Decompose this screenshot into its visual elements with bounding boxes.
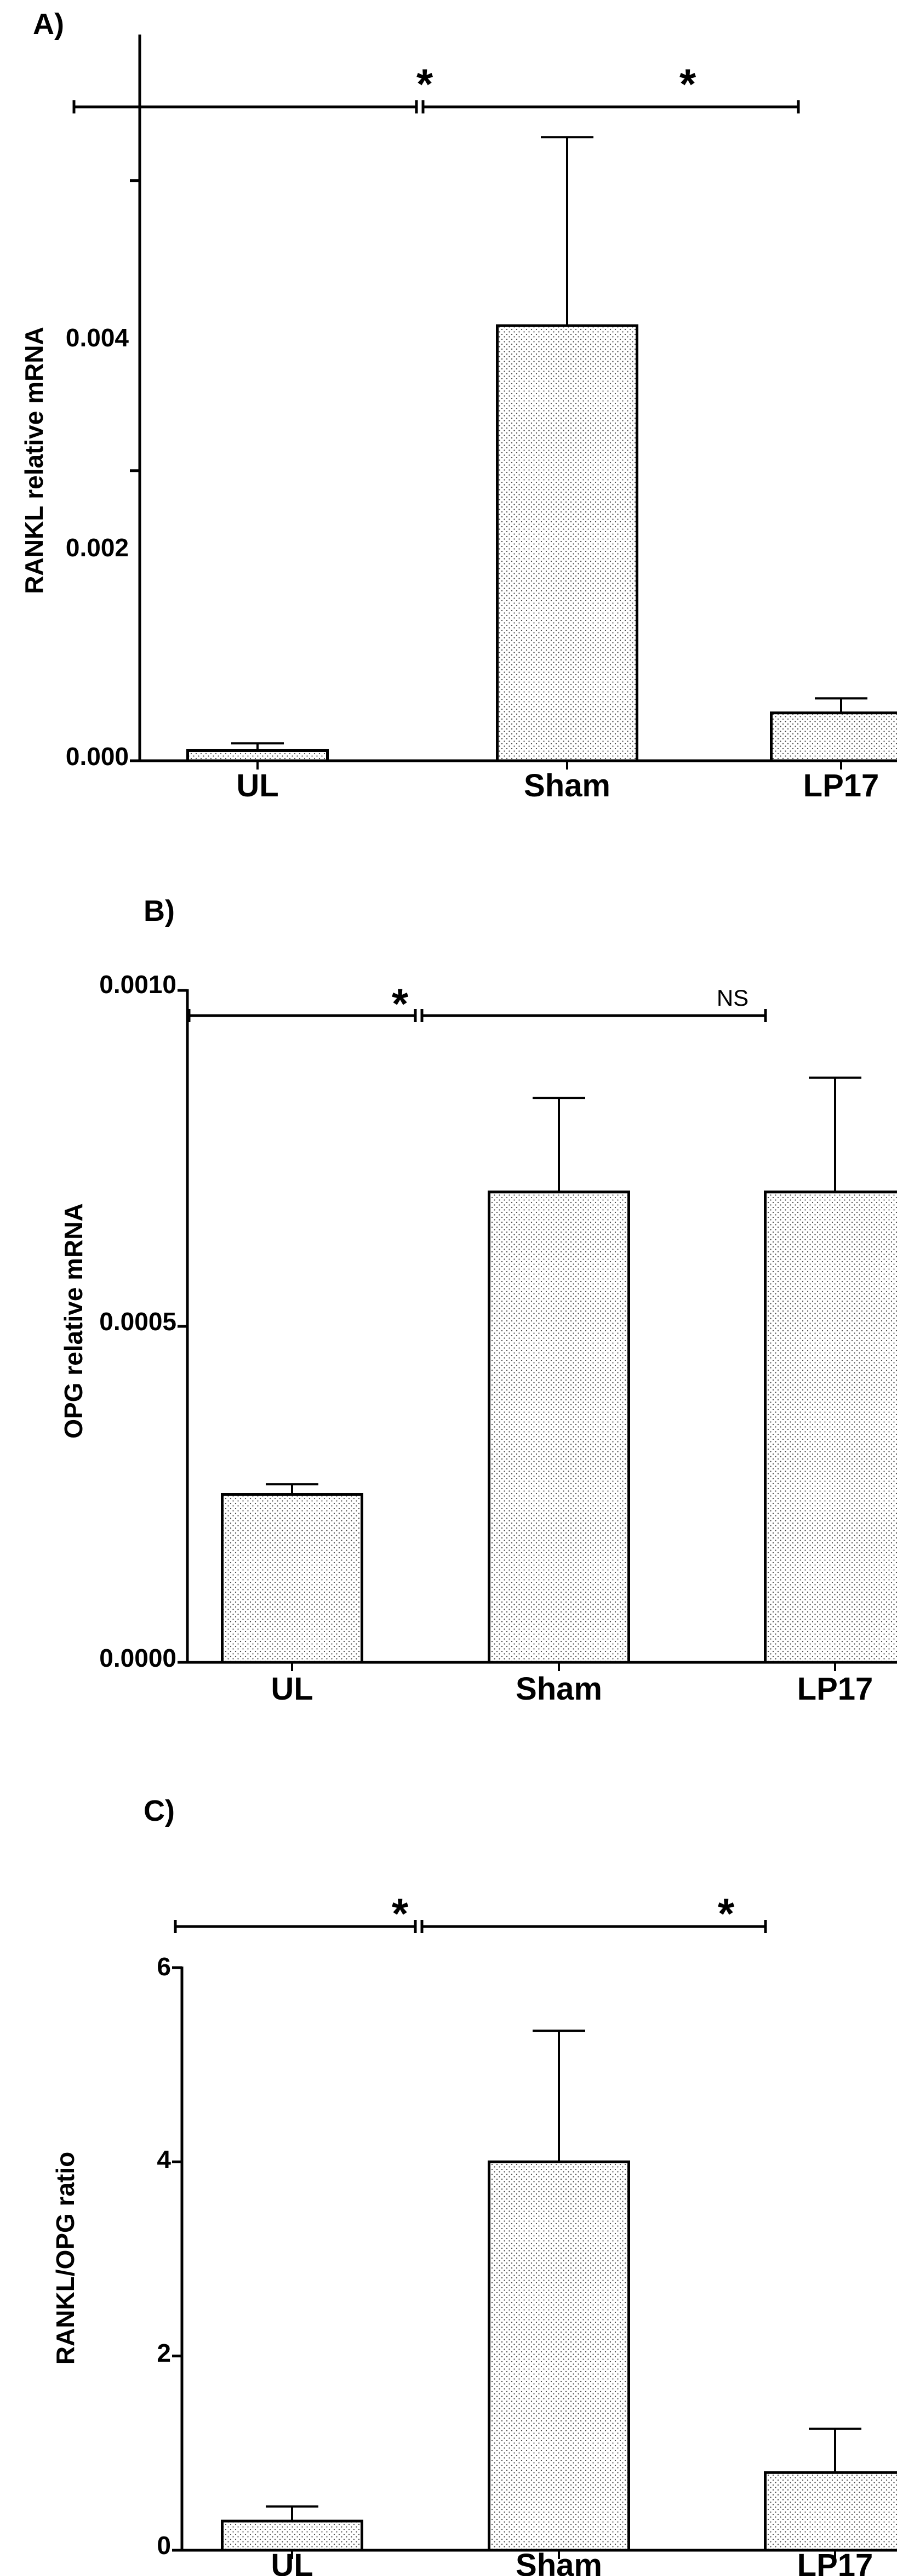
panel-c-y-tick-labels: 0 2 4 6	[157, 1952, 171, 2560]
panel-b-y-tick-label: 0.0000	[99, 1644, 176, 1672]
panel-a-comparison-1-label: *	[416, 60, 433, 108]
panel-c-y-tick-label: 4	[157, 2145, 171, 2174]
panel-a-category-labels: UL Sham LP17	[236, 768, 879, 803]
panel-c-y-axis-label: RANKL/OPG ratio	[51, 2152, 79, 2364]
panel-c-y-tick-label: 6	[157, 1952, 171, 1981]
panel-b-y-tick-label: 0.0010	[99, 970, 176, 999]
panel-b: B) * NS 0.0000 0.0005 0.0010 OPG relativ…	[59, 894, 873, 1707]
panel-c-comparisons: * *	[392, 1889, 735, 1937]
panel-b-label: B)	[144, 894, 175, 927]
panel-c-comparison-2-label: *	[718, 1889, 735, 1937]
panel-c-y-tick-label: 0	[157, 2531, 171, 2560]
panel-c-bar-sham	[488, 2160, 630, 2552]
panel-c-label: C)	[144, 1794, 175, 1827]
panel-a-y-axis-label: RANKL relative mRNA	[20, 327, 48, 594]
panel-a-label: A)	[33, 8, 64, 41]
panel-b-bar-lp17	[764, 1190, 897, 1664]
panel-b-y-axis-label: OPG relative mRNA	[59, 1203, 88, 1438]
panel-b-category-label: UL	[271, 1671, 313, 1707]
panel-c: C) * * 0 2 4 6 RANKL/OPG ratio UL Sham L…	[51, 1794, 873, 2576]
panel-c-comparison-1-label: *	[392, 1889, 409, 1937]
panel-c-y-tick-label: 2	[157, 2339, 171, 2367]
panel-b-y-tick-labels: 0.0000 0.0005 0.0010	[99, 970, 176, 1672]
panel-a-y-tick-label: 0.004	[66, 323, 129, 352]
panel-a-y-tick-label: 0.002	[66, 533, 129, 562]
panel-a-y-tick-label: 0.000	[66, 742, 129, 771]
panel-b-bar-sham	[488, 1190, 630, 1664]
panel-a-y-tick-labels: 0.000 0.002 0.004	[66, 323, 129, 771]
panel-a: A) * * 0.000 0.002 0.004 RANKL relative …	[20, 8, 879, 803]
panel-a-category-label: LP17	[803, 768, 879, 803]
panel-c-bar-lp17	[764, 2471, 897, 2552]
panel-b-comparisons: * NS	[392, 979, 749, 1028]
panel-b-category-label: Sham	[516, 1671, 602, 1707]
panel-b-category-label: LP17	[797, 1671, 873, 1707]
panel-a-comparison-2-label: *	[679, 60, 696, 108]
panel-a-category-label: Sham	[524, 768, 610, 803]
panel-b-comparison-1-label: *	[392, 979, 409, 1028]
panel-a-bar-lp17	[770, 711, 897, 762]
panel-c-category-labels: UL Sham LP17	[271, 2547, 873, 2576]
panel-a-bar-sham	[496, 324, 638, 762]
panel-b-y-tick-label: 0.0005	[99, 1307, 176, 1336]
panel-c-bar-ul	[221, 2520, 363, 2552]
panel-b-comparison-2-label: NS	[717, 985, 749, 1011]
panel-b-category-labels: UL Sham LP17	[271, 1671, 873, 1707]
panel-b-bar-ul	[221, 1493, 363, 1664]
panel-a-bar-ul	[186, 749, 329, 762]
panel-a-category-label: UL	[236, 768, 278, 803]
panel-a-comparisons: * *	[416, 60, 696, 108]
